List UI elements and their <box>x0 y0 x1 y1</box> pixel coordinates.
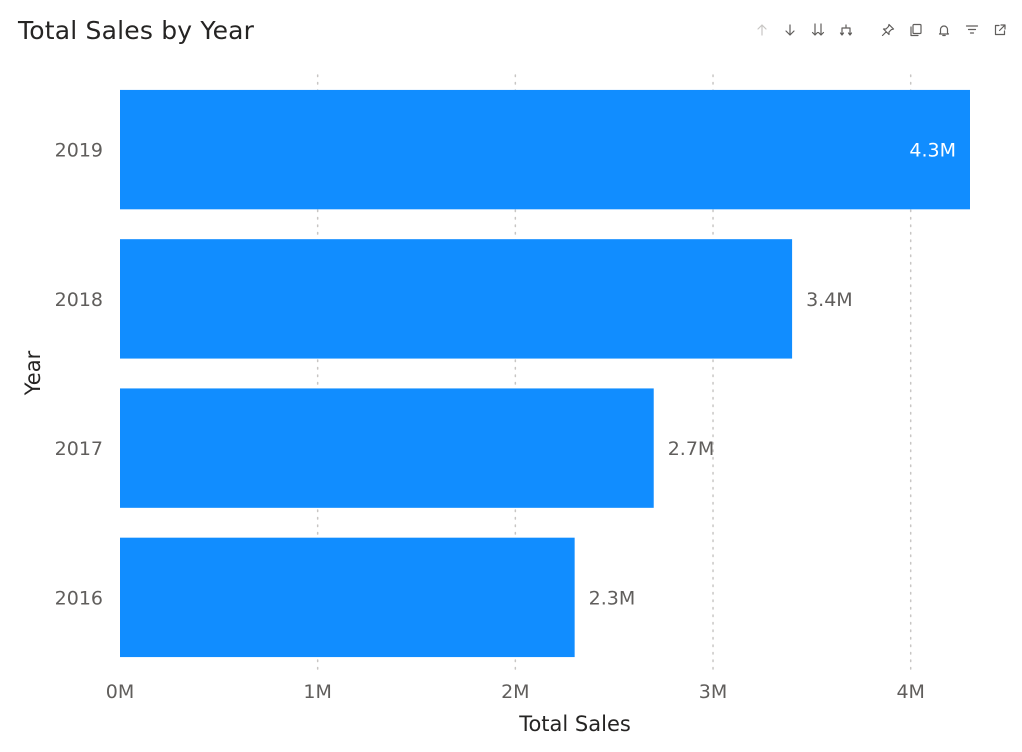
go-to-next-level-button[interactable] <box>804 20 832 40</box>
arrow-up-icon <box>757 24 767 36</box>
x-tick-label: 0M <box>106 681 134 703</box>
x-axis-title: Total Sales <box>518 712 631 736</box>
bar <box>120 239 793 359</box>
y-category-label: 2018 <box>55 289 103 311</box>
filter-icon <box>965 25 979 34</box>
visual-header-toolbar <box>748 20 1014 40</box>
data-label: 4.3M <box>909 140 956 162</box>
bar-layer <box>120 89 970 658</box>
pin-visual-button[interactable] <box>874 20 902 40</box>
data-label: 2.3M <box>589 587 636 609</box>
drill-up-button[interactable] <box>748 20 776 40</box>
filters-button[interactable] <box>958 20 986 40</box>
data-label: 2.7M <box>668 438 715 460</box>
bar <box>120 89 970 210</box>
x-tick-label: 2M <box>501 681 529 703</box>
y-category-label: 2019 <box>55 140 103 162</box>
y-axis-title: Year <box>21 350 45 396</box>
copy-visual-button[interactable] <box>902 20 930 40</box>
label-layer: 4.3M 3.4M 2.7M 2.3M <box>589 140 956 610</box>
data-label: 3.4M <box>806 289 853 311</box>
visual-actions <box>874 20 1014 40</box>
x-tick-label: 1M <box>303 681 331 703</box>
focus-mode-icon <box>994 24 1006 36</box>
copy-icon <box>910 23 922 37</box>
bar <box>120 388 654 508</box>
drill-down-button[interactable] <box>776 20 804 40</box>
pin-icon <box>881 23 895 37</box>
drill-controls <box>748 20 860 40</box>
expand-next-level-button[interactable] <box>832 20 860 40</box>
focus-mode-button[interactable] <box>986 20 1014 40</box>
expand-hierarchy-icon <box>839 24 853 36</box>
axis-layer: Total Sales Year 0M 1M 2M 3M 4M 2019 2018 2017 2… <box>21 140 925 736</box>
arrow-down-icon <box>785 24 795 36</box>
y-category-label: 2017 <box>55 438 103 460</box>
x-tick-label: 4M <box>896 681 924 703</box>
bell-icon <box>938 25 950 37</box>
chart-title: Total Sales by Year <box>18 16 255 45</box>
x-tick-label: 3M <box>699 681 727 703</box>
set-alert-button[interactable] <box>930 20 958 40</box>
double-arrow-down-icon <box>811 23 825 36</box>
y-category-label: 2016 <box>55 587 103 609</box>
bar <box>120 537 575 658</box>
